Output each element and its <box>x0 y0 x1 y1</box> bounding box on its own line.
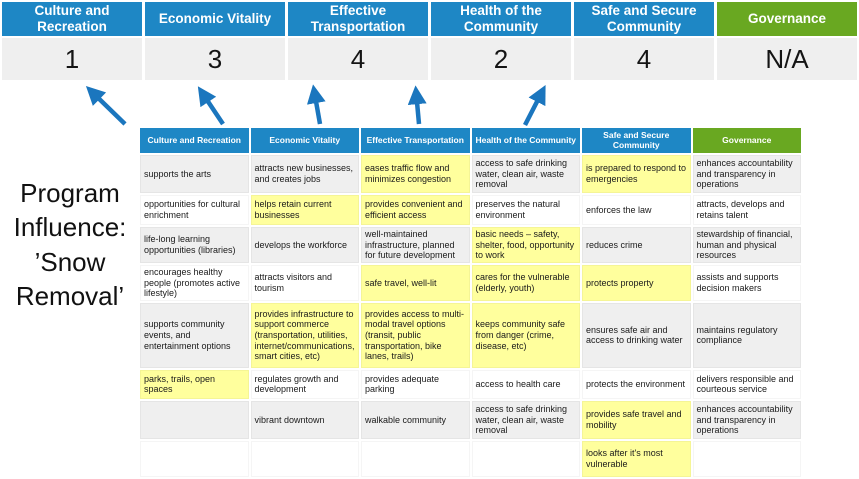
table-row: opportunities for cultural enrichment hel… <box>140 195 801 225</box>
matrix-cell: basic needs – safety, shelter, food, opp… <box>471 227 580 263</box>
up-left-arrow <box>197 86 225 126</box>
matrix-header-health-of-the-community: Health of the Community <box>471 128 580 153</box>
matrix-cell: cares for the vulnerable (elderly, youth… <box>471 265 580 301</box>
matrix-cell: stewardship of financial, human and phys… <box>692 227 801 263</box>
matrix-cell: provides adequate parking <box>361 369 470 399</box>
matrix-cell <box>361 440 470 477</box>
matrix-header-economic-vitality: Economic Vitality <box>250 128 359 153</box>
priority-header-governance: Governance <box>717 2 857 36</box>
score-safe-and-secure-community: 4 <box>574 38 714 80</box>
score-health-of-the-community: 2 <box>431 38 571 80</box>
matrix-header-culture-and-recreation: Culture and Recreation <box>140 128 249 153</box>
table-row: vibrant downtown walkable community access… <box>140 400 801 439</box>
table-row: looks after it's most vulnerable <box>140 440 801 477</box>
matrix-cell: safe travel, well-lit <box>361 265 470 301</box>
page-title: Program Influence: ’Snow Removal’ <box>13 178 127 311</box>
matrix-cell: enforces the law <box>582 195 691 225</box>
priority-header-culture-and-recreation: Culture and Recreation <box>2 2 142 36</box>
matrix-cell: opportunities for cultural enrichment <box>140 195 249 225</box>
matrix-cell: supports the arts <box>140 155 249 193</box>
score-effective-transportation: 4 <box>288 38 428 80</box>
matrix-cell: maintains regulatory compliance <box>692 302 801 368</box>
matrix-cell: well-maintained infrastructure, planned … <box>361 227 470 263</box>
matrix-cell: looks after it's most vulnerable <box>582 440 691 477</box>
matrix-cell: life-long learning opportunities (librar… <box>140 227 249 263</box>
matrix-header-safe-and-secure-community: Safe and Secure Community <box>582 128 691 153</box>
matrix-cell <box>471 440 580 477</box>
up-arrow <box>306 84 326 125</box>
table-row: life-long learning opportunities (librar… <box>140 227 801 263</box>
matrix-cell: parks, trails, open spaces <box>140 369 249 399</box>
matrix-cell: ensures safe air and access to drinking … <box>582 302 691 368</box>
matrix-cell <box>140 440 249 477</box>
matrix-cell: reduces crime <box>582 227 691 263</box>
matrix-cell <box>140 400 249 439</box>
table-row: encourages healthy people (promotes acti… <box>140 265 801 301</box>
matrix-cell: eases traffic flow and minimizes congest… <box>361 155 470 193</box>
score-economic-vitality: 3 <box>145 38 285 80</box>
matrix-header-row: Culture and Recreation Economic Vitality… <box>140 128 801 153</box>
matrix-cell: attracts new businesses, and creates job… <box>250 155 359 193</box>
matrix-cell: protects the environment <box>582 369 691 399</box>
matrix-cell: provides safe travel and mobility <box>582 400 691 439</box>
table-row: supports community events, and entertain… <box>140 302 801 368</box>
priority-header-effective-transportation: Effective Transportation <box>288 2 428 36</box>
matrix-cell: helps retain current businesses <box>250 195 359 225</box>
influence-matrix: Culture and Recreation Economic Vitality… <box>138 126 803 479</box>
influence-arrows <box>85 84 546 127</box>
up-left-arrow <box>85 86 127 126</box>
matrix-cell: access to safe drinking water, clean air… <box>471 400 580 439</box>
matrix-cell: access to safe drinking water, clean air… <box>471 155 580 193</box>
matrix-cell: is prepared to respond to emergencies <box>582 155 691 193</box>
matrix-cell: protects property <box>582 265 691 301</box>
matrix-cell <box>250 440 359 477</box>
priority-header-economic-vitality: Economic Vitality <box>145 2 285 36</box>
matrix-cell: provides convenient and efficient access <box>361 195 470 225</box>
score-culture-and-recreation: 1 <box>2 38 142 80</box>
up-right-arrow <box>522 84 546 127</box>
matrix-cell: enhances accountability and transparency… <box>692 400 801 439</box>
matrix-cell: walkable community <box>361 400 470 439</box>
matrix-cell: attracts, develops and retains talent <box>692 195 801 225</box>
priority-header-health-of-the-community: Health of the Community <box>431 2 571 36</box>
priority-scoreboard: Culture and Recreation Economic Vitality… <box>2 2 857 80</box>
matrix-cell: develops the workforce <box>250 227 359 263</box>
matrix-cell: provides access to multi-modal travel op… <box>361 302 470 368</box>
matrix-cell: keeps community safe from danger (crime,… <box>471 302 580 368</box>
matrix-cell: access to health care <box>471 369 580 399</box>
matrix-cell: vibrant downtown <box>250 400 359 439</box>
matrix-cell: enhances accountability and transparency… <box>692 155 801 193</box>
table-row: parks, trails, open spaces regulates grow… <box>140 369 801 399</box>
matrix-cell: preserves the natural environment <box>471 195 580 225</box>
score-governance: N/A <box>717 38 857 80</box>
matrix-header-effective-transportation: Effective Transportation <box>361 128 470 153</box>
matrix-cell: encourages healthy people (promotes acti… <box>140 265 249 301</box>
matrix-cell: supports community events, and entertain… <box>140 302 249 368</box>
matrix-cell: attracts visitors and tourism <box>250 265 359 301</box>
matrix-cell: regulates growth and development <box>250 369 359 399</box>
matrix-cell: assists and supports decision makers <box>692 265 801 301</box>
up-arrow <box>407 85 427 125</box>
matrix-cell: provides infrastructure to support comme… <box>250 302 359 368</box>
matrix-body: supports the arts attracts new businesses… <box>140 155 801 477</box>
matrix-cell <box>692 440 801 477</box>
priority-header-safe-and-secure-community: Safe and Secure Community <box>574 2 714 36</box>
table-row: supports the arts attracts new businesses… <box>140 155 801 193</box>
matrix-cell: delivers responsible and courteous servi… <box>692 369 801 399</box>
matrix-header-governance: Governance <box>692 128 801 153</box>
